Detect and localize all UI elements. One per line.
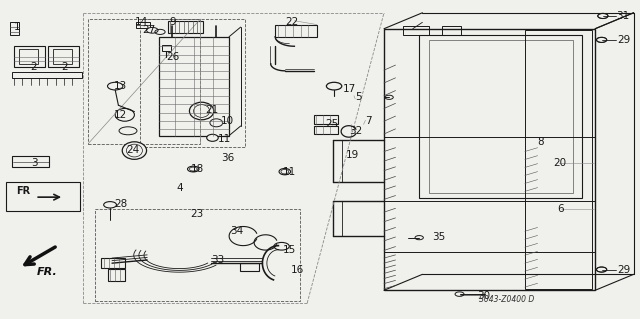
Bar [314,115,338,124]
Text: 10: 10 [221,116,234,126]
Bar [48,46,79,67]
Text: 19: 19 [346,150,359,160]
Bar [108,269,125,281]
Ellipse shape [385,95,393,100]
Circle shape [274,242,289,250]
Text: 7: 7 [365,116,371,126]
Text: S043-Z0400 D: S043-Z0400 D [479,295,534,304]
Text: 30: 30 [477,291,490,301]
Text: 34: 34 [230,226,244,236]
Ellipse shape [415,235,424,240]
Text: 22: 22 [285,17,298,27]
Ellipse shape [207,134,218,141]
Bar [10,22,19,35]
Bar [19,49,38,64]
Circle shape [104,202,116,208]
Ellipse shape [279,168,291,175]
Text: 25: 25 [325,119,339,130]
Text: 21: 21 [205,105,218,115]
Bar [53,49,72,64]
Bar [240,263,259,271]
Text: 9: 9 [170,17,176,27]
Text: 8: 8 [538,137,544,147]
Bar [101,258,125,268]
Ellipse shape [122,142,147,159]
Text: 14: 14 [134,17,148,27]
Text: 36: 36 [221,153,234,163]
Text: 18: 18 [191,164,204,174]
Text: 24: 24 [127,145,140,155]
Text: 2: 2 [61,62,67,72]
Bar [6,182,80,211]
Bar [12,72,82,78]
Ellipse shape [188,166,199,172]
Bar [275,25,317,37]
Text: 16: 16 [291,264,305,275]
Text: 6: 6 [557,204,563,214]
Text: 27: 27 [142,25,156,35]
Text: 33: 33 [211,255,225,265]
Ellipse shape [147,27,158,33]
Text: 2: 2 [31,62,37,72]
Text: 17: 17 [342,84,356,94]
Ellipse shape [455,292,464,296]
Text: 26: 26 [166,52,180,63]
Text: 15: 15 [283,245,296,256]
Bar [384,29,595,290]
Bar [159,37,229,136]
Bar [140,19,245,147]
Text: 20: 20 [554,158,567,168]
Text: 23: 23 [191,209,204,219]
Bar [162,45,171,51]
Ellipse shape [598,13,608,19]
Bar [12,156,49,167]
Ellipse shape [596,37,607,42]
Ellipse shape [127,144,143,157]
Bar [403,26,429,35]
Bar [95,209,300,301]
Text: 3: 3 [31,158,37,168]
Text: 4: 4 [176,183,182,193]
Text: 5: 5 [355,92,362,102]
Text: 12: 12 [114,110,127,120]
Bar [419,35,582,198]
Bar [168,21,203,33]
Text: 28: 28 [114,199,127,209]
Bar [314,126,338,134]
Bar [14,46,45,67]
Circle shape [326,82,342,90]
Text: 29: 29 [618,264,631,275]
Text: 32: 32 [349,126,362,136]
Text: 35: 35 [432,232,445,242]
Bar [429,40,573,193]
Text: 11: 11 [218,134,231,144]
Text: 11: 11 [283,167,296,177]
Text: 29: 29 [618,35,631,45]
Bar [88,19,200,144]
Text: 1: 1 [14,22,20,32]
Text: 31: 31 [616,11,629,21]
Bar [525,30,592,289]
Bar [136,22,150,28]
Ellipse shape [596,267,607,272]
Bar [442,26,461,35]
Text: 13: 13 [114,81,127,91]
Text: FR.: FR. [37,267,58,277]
Text: FR: FR [16,186,30,197]
